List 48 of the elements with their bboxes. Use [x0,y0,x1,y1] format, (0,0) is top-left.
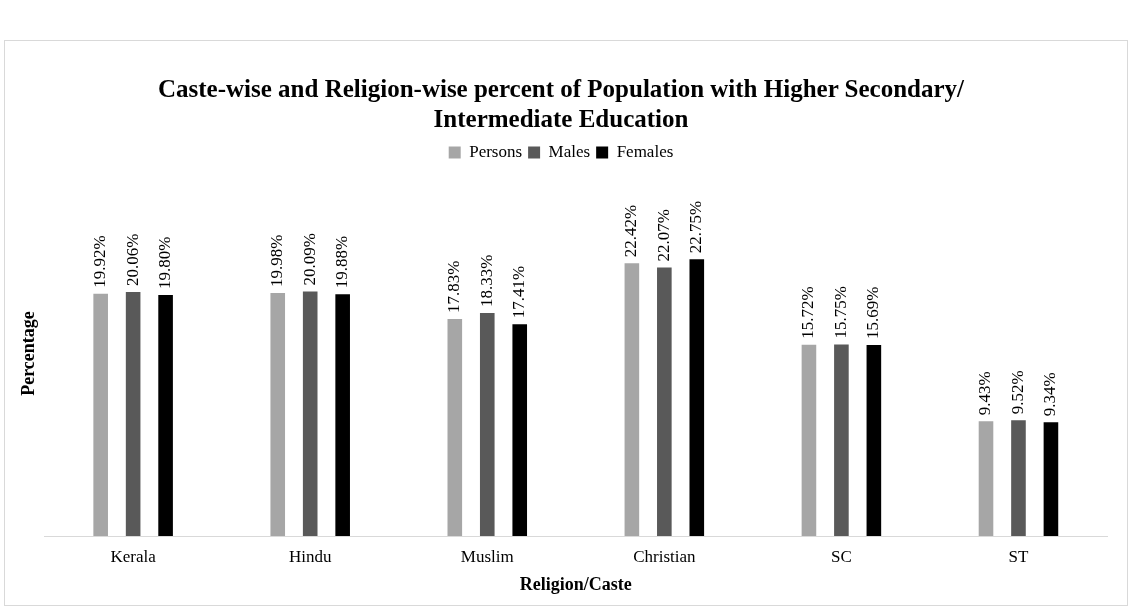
data-label: 20.09% [299,233,319,286]
bar [447,319,463,536]
data-label: 9.52% [1007,370,1027,415]
legend-label: Females [616,141,674,161]
bar [270,292,286,536]
data-label: 22.07% [653,209,673,262]
x-tick-label: ST [1008,546,1029,566]
data-label: 9.34% [1040,372,1060,417]
legend-label: Males [548,141,591,161]
data-label: 15.72% [798,286,818,339]
data-label: 20.06% [122,233,142,286]
data-label: 18.33% [476,254,496,307]
bar [866,345,882,536]
x-tick-label: Kerala [110,546,157,566]
x-tick-label: Hindu [288,546,332,566]
data-label: 19.92% [90,235,110,288]
data-label: 15.69% [863,286,883,340]
bar [93,293,108,536]
bar [1011,420,1026,536]
y-axis-title: Percentage [18,311,39,396]
data-label: 17.41% [509,265,529,319]
data-label: 19.80% [155,236,175,290]
bar [689,259,705,536]
bar [335,294,350,536]
bar [125,291,141,536]
bar [479,312,495,536]
bar [834,344,849,536]
chart-title: Caste-wise and Religion-wise percent of Population with Higher Secondary/ Intermediate Education [157,75,966,133]
data-label: 17.83% [444,260,464,314]
bar [158,295,173,536]
bar [624,263,640,536]
x-tick-label: Christian [633,546,696,566]
bar [1043,422,1059,536]
x-axis-title: Religion/Caste [519,573,632,594]
bar [978,421,994,536]
data-label: 19.88% [332,235,352,289]
data-label: 22.42% [621,204,641,258]
legend-label: Persons [469,141,523,161]
data-label: 19.98% [267,234,287,287]
bar [657,267,672,536]
data-label: 9.43% [975,371,995,416]
data-label: 15.75% [830,285,850,339]
data-label: 22.75% [686,200,706,254]
bar [512,324,528,536]
x-tick-label: Muslim [460,546,514,566]
bar [302,291,318,536]
x-tick-label: SC [831,546,852,566]
bar [801,344,817,536]
